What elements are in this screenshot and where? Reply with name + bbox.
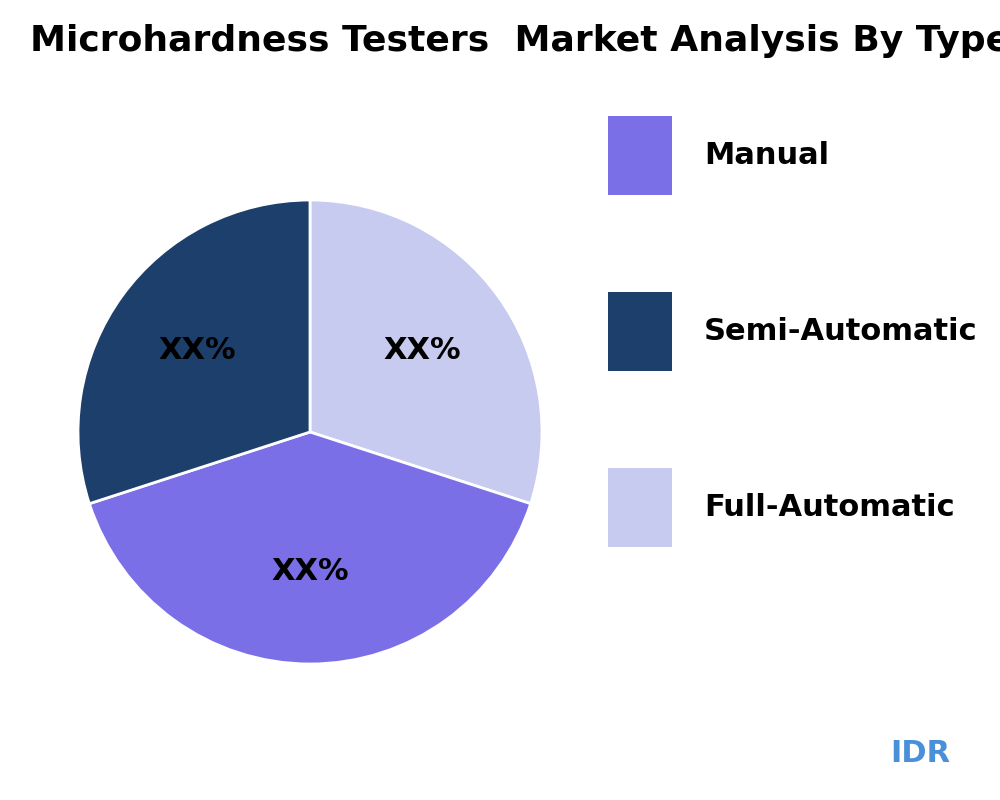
Text: IDR: IDR: [890, 739, 950, 768]
Text: Manual: Manual: [704, 141, 829, 170]
FancyBboxPatch shape: [608, 292, 672, 371]
FancyBboxPatch shape: [608, 116, 672, 195]
Wedge shape: [310, 200, 542, 504]
Text: Full-Automatic: Full-Automatic: [704, 493, 955, 522]
Text: XX%: XX%: [159, 336, 236, 365]
FancyBboxPatch shape: [608, 468, 672, 547]
Wedge shape: [78, 200, 310, 504]
Text: Microhardness Testers  Market Analysis By Type: Microhardness Testers Market Analysis By…: [30, 24, 1000, 58]
Wedge shape: [89, 432, 531, 664]
Text: XX%: XX%: [384, 336, 461, 365]
Text: Semi-Automatic: Semi-Automatic: [704, 317, 978, 346]
Text: XX%: XX%: [271, 557, 349, 586]
